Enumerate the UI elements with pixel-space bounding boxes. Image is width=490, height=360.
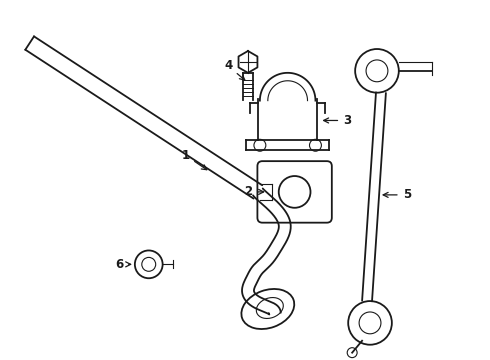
Text: 4: 4 (224, 59, 245, 80)
Text: 1: 1 (181, 149, 207, 170)
Text: 5: 5 (383, 188, 411, 201)
Text: 3: 3 (323, 114, 351, 127)
Text: 2: 2 (244, 185, 264, 198)
Text: 6: 6 (115, 258, 131, 271)
